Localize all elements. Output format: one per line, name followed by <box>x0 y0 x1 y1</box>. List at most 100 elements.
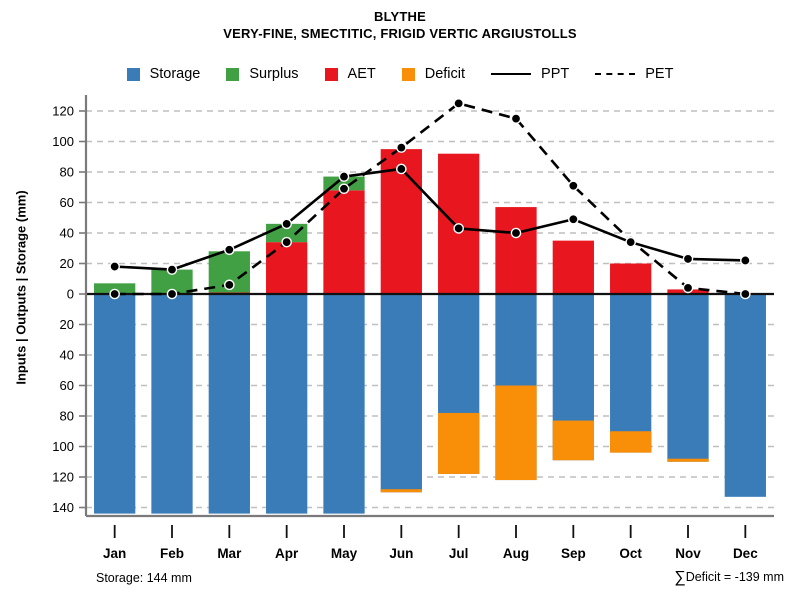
marker-ppt-Dec <box>740 255 751 266</box>
marker-ppt-Apr <box>281 218 292 230</box>
svg-text:60: 60 <box>60 378 74 393</box>
x-label-Nov: Nov <box>675 546 701 561</box>
bar-aet-Apr <box>266 242 308 294</box>
chart-title: BLYTHE VERY-FINE, SMECTITIC, FRIGID VERT… <box>0 8 800 42</box>
solid-line-icon <box>491 73 532 75</box>
legend-label-aet: AET <box>347 66 376 82</box>
legend-label-deficit: Deficit <box>424 66 466 82</box>
marker-pet-Jul <box>453 98 464 109</box>
chart-title-line-1: BLYTHE <box>373 9 426 24</box>
svg-text:60: 60 <box>60 195 74 210</box>
chart-title-line-2: VERY-FINE, SMECTITIC, FRIGID VERTIC ARGI… <box>223 26 577 41</box>
marker-ppt-Aug <box>510 227 522 239</box>
svg-text:80: 80 <box>60 409 74 424</box>
x-label-Jan: Jan <box>103 546 126 561</box>
y-axis-ticks: 0 20 40 60 80 100 120 20 40 60 80 100 120 140 <box>52 104 86 515</box>
bar-deficit-Jun <box>380 489 422 493</box>
svg-text:40: 40 <box>60 348 74 363</box>
marker-ppt-Jan <box>109 261 120 272</box>
bar-storage-Feb <box>151 294 193 514</box>
marker-pet-Jan <box>109 288 120 300</box>
bar-surplus-Jan <box>94 283 136 294</box>
marker-pet-May <box>338 183 350 195</box>
svg-text:100: 100 <box>52 134 74 149</box>
bar-storage-Nov <box>667 294 709 462</box>
marker-pet-Feb <box>166 288 178 300</box>
deficit-footnote: ∑Deficit = -139 mm <box>674 569 784 587</box>
marker-ppt-Oct <box>625 236 636 248</box>
svg-text:20: 20 <box>60 256 74 271</box>
legend-item-surplus[interactable]: Surplus <box>226 66 299 82</box>
x-label-Oct: Oct <box>619 546 642 561</box>
x-label-Apr: Apr <box>275 546 299 561</box>
marker-pet-Mar <box>224 279 235 291</box>
bar-storage-May <box>323 294 365 514</box>
legend-label-surplus: Surplus <box>249 66 299 82</box>
x-label-Dec: Dec <box>733 546 758 561</box>
marker-pet-Dec <box>740 288 751 300</box>
marker-ppt-Jun <box>396 163 407 175</box>
x-label-Sep: Sep <box>561 546 586 561</box>
svg-text:120: 120 <box>52 470 74 485</box>
marker-pet-Aug <box>510 113 522 124</box>
bar-aet-Oct <box>610 263 652 294</box>
x-label-May: May <box>331 546 358 561</box>
legend-label-pet: PET <box>645 66 674 82</box>
marker-ppt-Sep <box>568 213 579 225</box>
legend-label-ppt: PPT <box>541 66 570 82</box>
lines-group <box>109 98 751 300</box>
storage-footnote: Storage: 144 mm <box>96 571 192 585</box>
legend-item-pet[interactable]: PET <box>595 66 673 82</box>
legend-item-storage[interactable]: Storage <box>126 66 201 82</box>
x-label-Jul: Jul <box>449 546 469 561</box>
x-axis-ticks: Jan Feb Mar Apr May Jun Jul Aug Sep Oct Nov Dec <box>103 525 758 561</box>
chart-legend: Storage Surplus AET Deficit PPT PET <box>0 66 800 82</box>
marker-ppt-May <box>338 171 350 182</box>
svg-text:80: 80 <box>60 165 74 180</box>
svg-text:0: 0 <box>67 287 74 302</box>
dashed-line-icon <box>595 73 636 75</box>
marker-ppt-Feb <box>166 264 178 275</box>
marker-pet-Sep <box>568 180 579 192</box>
legend-label-storage: Storage <box>149 66 201 82</box>
x-label-Mar: Mar <box>217 546 242 561</box>
x-label-Feb: Feb <box>160 546 184 561</box>
legend-item-ppt[interactable]: PPT <box>491 66 569 82</box>
bar-storage-Mar <box>208 294 250 514</box>
x-label-Aug: Aug <box>503 546 529 561</box>
svg-text:120: 120 <box>52 104 74 119</box>
marker-ppt-Mar <box>224 244 235 256</box>
bar-storage-Oct <box>610 294 652 453</box>
svg-text:100: 100 <box>52 439 74 454</box>
bar-deficit-Aug <box>495 385 537 481</box>
bar-storage-Apr <box>266 294 308 514</box>
marker-pet-Apr <box>281 236 292 248</box>
bar-deficit-Sep <box>552 420 594 461</box>
bar-storage-Jan <box>94 294 136 514</box>
bar-aet-Sep <box>552 240 594 294</box>
bar-deficit-Jul <box>438 412 480 474</box>
legend-item-deficit[interactable]: Deficit <box>401 66 466 82</box>
bar-aet-Aug <box>495 207 537 294</box>
bars-group <box>94 149 766 514</box>
marker-ppt-Nov <box>682 253 694 265</box>
bar-deficit-Oct <box>610 431 652 453</box>
gridlines <box>86 110 774 509</box>
surplus-swatch-icon <box>226 67 240 81</box>
svg-text:140: 140 <box>52 500 74 515</box>
deficit-footnote-text: Deficit = -139 mm <box>685 570 784 584</box>
legend-item-aet[interactable]: AET <box>324 66 376 82</box>
bar-storage-Dec <box>724 294 766 497</box>
marker-pet-Jun <box>396 142 407 153</box>
aet-swatch-icon <box>324 67 338 81</box>
deficit-swatch-icon <box>401 67 415 81</box>
sigma-icon: ∑ <box>674 569 686 586</box>
marker-ppt-Jul <box>453 223 464 234</box>
marker-pet-Nov <box>682 282 694 294</box>
series-line-ppt <box>114 167 746 271</box>
svg-text:20: 20 <box>60 317 74 332</box>
bar-storage-Jun <box>380 294 422 493</box>
x-label-Jun: Jun <box>389 546 413 561</box>
